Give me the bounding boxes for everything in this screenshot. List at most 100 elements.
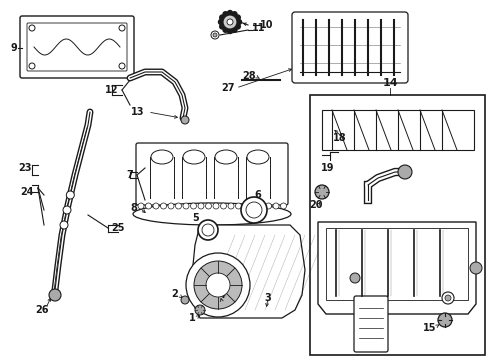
Text: 15: 15 xyxy=(423,323,437,333)
Circle shape xyxy=(442,292,454,304)
Circle shape xyxy=(223,12,228,17)
Text: 4: 4 xyxy=(219,290,225,300)
Circle shape xyxy=(186,253,250,317)
Circle shape xyxy=(213,203,219,209)
Circle shape xyxy=(206,273,230,297)
Circle shape xyxy=(153,203,159,209)
Text: 25: 25 xyxy=(111,223,125,233)
Circle shape xyxy=(119,63,125,69)
Text: 24: 24 xyxy=(20,187,33,197)
Polygon shape xyxy=(192,225,305,318)
Text: 22: 22 xyxy=(335,285,348,295)
Ellipse shape xyxy=(133,203,291,225)
Bar xyxy=(322,110,474,150)
FancyBboxPatch shape xyxy=(27,23,127,71)
Circle shape xyxy=(161,203,167,209)
Text: 5: 5 xyxy=(193,213,199,223)
Circle shape xyxy=(227,10,232,15)
Text: 13: 13 xyxy=(131,107,145,117)
Circle shape xyxy=(181,116,189,124)
Circle shape xyxy=(198,220,218,240)
Circle shape xyxy=(398,165,412,179)
Circle shape xyxy=(470,262,482,274)
Circle shape xyxy=(223,15,237,29)
Text: 21: 21 xyxy=(358,315,371,325)
Circle shape xyxy=(250,203,256,209)
Circle shape xyxy=(181,296,189,304)
Circle shape xyxy=(119,25,125,31)
Circle shape xyxy=(223,27,228,32)
Text: 18: 18 xyxy=(333,133,347,143)
Circle shape xyxy=(227,28,232,33)
FancyBboxPatch shape xyxy=(136,143,288,205)
FancyBboxPatch shape xyxy=(354,296,388,352)
Text: 23: 23 xyxy=(18,163,31,173)
Circle shape xyxy=(213,33,217,37)
Circle shape xyxy=(146,203,151,209)
Circle shape xyxy=(266,203,271,209)
Circle shape xyxy=(205,203,212,209)
Circle shape xyxy=(241,197,267,223)
Text: 11: 11 xyxy=(252,23,266,33)
Text: 6: 6 xyxy=(255,190,261,200)
Text: 10: 10 xyxy=(260,20,273,30)
Circle shape xyxy=(191,203,196,209)
Text: 8: 8 xyxy=(130,203,137,213)
Text: 2: 2 xyxy=(172,289,178,299)
Text: 28: 28 xyxy=(243,71,256,81)
Text: 16: 16 xyxy=(420,291,434,301)
Ellipse shape xyxy=(151,150,173,164)
Polygon shape xyxy=(318,222,476,314)
Circle shape xyxy=(198,203,204,209)
Circle shape xyxy=(63,206,71,214)
Text: 1: 1 xyxy=(189,313,196,323)
Circle shape xyxy=(220,203,226,209)
Circle shape xyxy=(60,221,68,229)
Ellipse shape xyxy=(183,150,205,164)
Text: 20: 20 xyxy=(309,200,323,210)
Circle shape xyxy=(438,313,452,327)
Circle shape xyxy=(211,31,219,39)
Circle shape xyxy=(232,27,237,32)
Circle shape xyxy=(236,203,242,209)
Circle shape xyxy=(232,12,237,17)
Circle shape xyxy=(49,289,61,301)
Ellipse shape xyxy=(247,150,269,164)
Circle shape xyxy=(315,185,329,199)
Circle shape xyxy=(237,19,242,24)
Text: 9: 9 xyxy=(11,43,17,53)
Circle shape xyxy=(273,203,279,209)
Ellipse shape xyxy=(215,150,237,164)
Text: 26: 26 xyxy=(35,305,49,315)
Circle shape xyxy=(220,24,225,29)
Circle shape xyxy=(194,261,242,309)
Circle shape xyxy=(66,191,74,199)
Circle shape xyxy=(175,203,181,209)
Circle shape xyxy=(227,19,233,25)
Text: 3: 3 xyxy=(265,293,271,303)
Circle shape xyxy=(29,63,35,69)
Text: 7: 7 xyxy=(126,170,133,180)
Circle shape xyxy=(228,203,234,209)
Circle shape xyxy=(138,203,144,209)
Circle shape xyxy=(350,273,360,283)
Circle shape xyxy=(220,15,225,20)
Text: 17: 17 xyxy=(418,262,432,272)
Circle shape xyxy=(235,15,240,20)
Circle shape xyxy=(29,25,35,31)
Circle shape xyxy=(246,202,262,218)
FancyBboxPatch shape xyxy=(20,16,134,78)
Bar xyxy=(310,95,485,355)
Text: 14: 14 xyxy=(382,78,398,88)
Circle shape xyxy=(183,203,189,209)
Circle shape xyxy=(202,224,214,236)
Bar xyxy=(326,228,468,300)
Circle shape xyxy=(195,305,205,315)
FancyBboxPatch shape xyxy=(292,12,408,83)
Circle shape xyxy=(280,203,287,209)
Circle shape xyxy=(168,203,174,209)
Text: 19: 19 xyxy=(321,163,335,173)
Circle shape xyxy=(235,24,240,29)
Text: 27: 27 xyxy=(221,83,235,93)
Circle shape xyxy=(258,203,264,209)
